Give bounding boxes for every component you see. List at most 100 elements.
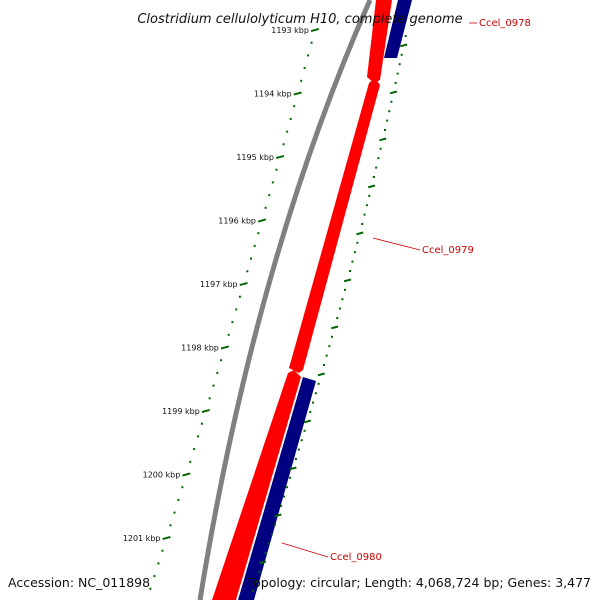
accession-text: Accession: NC_011898 xyxy=(8,575,151,590)
gene-track-dot xyxy=(351,260,354,263)
genome-summary-text: Topology: circular; Length: 4,068,724 bp… xyxy=(247,575,591,590)
gene-track-dot xyxy=(367,184,376,189)
gene-track-dot xyxy=(314,392,317,395)
gene-track-dot xyxy=(317,382,320,385)
minor-tick-dot xyxy=(253,244,256,247)
minor-tick-dot xyxy=(189,460,192,463)
minor-tick-dot xyxy=(257,232,260,235)
gene-ccel-0978-reverse[interactable] xyxy=(384,0,412,58)
minor-tick-dot xyxy=(161,549,164,552)
minor-tick-dot xyxy=(197,435,200,438)
major-tick-mark xyxy=(275,154,285,160)
minor-tick-dot xyxy=(268,194,271,197)
gene-track-dot xyxy=(300,439,303,442)
minor-tick-dot xyxy=(250,257,253,260)
genome-backbone-halo xyxy=(202,0,380,600)
gene-track-dot xyxy=(379,147,382,150)
gene-track-dot xyxy=(383,129,386,131)
gene-track-dot xyxy=(388,110,391,113)
gene-track-dot xyxy=(404,35,407,37)
gene-label-ccel-0980[interactable]: Ccel_0980 xyxy=(330,552,382,563)
minor-tick-dot xyxy=(227,333,230,336)
gene-track-dot xyxy=(325,354,328,357)
gene-track-dot xyxy=(294,458,297,460)
major-tick-mark xyxy=(293,91,302,96)
tick-label-1199: 1199 kbp xyxy=(162,407,200,416)
gene-track-dot xyxy=(368,194,371,197)
gene-track-dot xyxy=(309,411,312,413)
tick-label-1197: 1197 kbp xyxy=(200,280,238,289)
gene-track-dot xyxy=(353,251,356,254)
gene-track-dot xyxy=(331,325,339,330)
minor-tick-dot xyxy=(286,130,289,133)
minor-tick-dot xyxy=(212,384,215,387)
minor-tick-dot xyxy=(282,143,285,146)
gene-track-dot xyxy=(273,523,276,526)
gene-label-ccel-0978[interactable]: Ccel_0978 xyxy=(479,18,531,29)
gene-track-dot xyxy=(303,429,306,432)
minor-tick-dot xyxy=(177,498,180,501)
gene-track-dot xyxy=(356,241,359,244)
minor-tick-dot xyxy=(238,295,241,298)
tick-label-1201: 1201 kbp xyxy=(123,534,161,543)
gene-track-dot xyxy=(365,204,368,207)
minor-tick-dot xyxy=(246,270,249,273)
gene-track-dot xyxy=(377,157,380,160)
gene-ccel-0979-forward[interactable] xyxy=(289,78,380,373)
gene-track-dot xyxy=(363,213,366,216)
minor-tick-dot xyxy=(303,67,306,70)
gene-track-dot xyxy=(252,589,255,592)
gene-track-dot xyxy=(297,448,300,451)
gene-track-dot xyxy=(280,505,283,507)
gene-track-dot xyxy=(379,137,387,142)
gene-track-dot xyxy=(323,364,326,366)
map-title: Clostridium cellulolyticum H10, complete… xyxy=(137,12,462,27)
minor-tick-dot xyxy=(169,524,172,527)
minor-tick-dot xyxy=(235,308,238,311)
gene-label-ccel-0979[interactable]: Ccel_0979 xyxy=(422,245,474,256)
minor-tick-dot xyxy=(220,359,223,362)
tick-label-1196: 1196 kbp xyxy=(218,217,256,226)
gene-label-leader-0979 xyxy=(372,237,421,251)
major-tick-mark xyxy=(182,472,191,477)
gene-ccel-0980-forward[interactable] xyxy=(212,370,301,600)
minor-tick-dot xyxy=(200,422,203,425)
major-tick-mark xyxy=(220,345,230,350)
major-tick-mark xyxy=(310,27,320,33)
gene-track-dot xyxy=(289,466,297,471)
gene-track-dot xyxy=(328,345,331,348)
gene-label-leader-0980 xyxy=(281,542,329,558)
gene-track-dot xyxy=(283,495,286,498)
gene-track-dot xyxy=(343,288,346,291)
minor-tick-dot xyxy=(149,587,152,590)
minor-tick-dot xyxy=(293,105,296,108)
gene-track-dot xyxy=(390,100,393,103)
scale-ticks: 1193 kbp 1194 kbp 1195 kbp 1196 kbp 1197 kbp… xyxy=(123,26,320,543)
gene-track-dot xyxy=(400,53,403,56)
gene-track-dot xyxy=(338,307,341,310)
tick-label-1200: 1200 kbp xyxy=(143,471,181,480)
gene-track-dot xyxy=(343,278,352,283)
gene-track-dot xyxy=(386,119,389,122)
scale-track-dots xyxy=(149,41,313,590)
gene-track-dot xyxy=(375,166,378,169)
gene-track-dot xyxy=(258,560,267,565)
major-tick-mark xyxy=(239,281,248,287)
gene-track-dot xyxy=(258,570,261,573)
gene-track-dot xyxy=(400,43,408,48)
gene-track-dot xyxy=(331,335,334,338)
gene-track-dot xyxy=(274,513,282,518)
gene-track-dot xyxy=(270,533,273,536)
gene-track-dot xyxy=(312,401,315,404)
minor-tick-dot xyxy=(289,117,292,120)
gene-ccel-0978-forward[interactable] xyxy=(367,0,392,83)
major-tick-mark xyxy=(257,218,267,223)
minor-tick-dot xyxy=(157,562,160,565)
genome-backbone xyxy=(197,0,373,600)
gene-ccel-0980-reverse[interactable] xyxy=(238,377,316,600)
minor-tick-dot xyxy=(208,397,211,400)
major-tick-mark xyxy=(201,408,210,414)
gene-track-dot xyxy=(341,298,344,301)
minor-tick-dot xyxy=(264,206,267,209)
minor-tick-dot xyxy=(231,321,234,324)
